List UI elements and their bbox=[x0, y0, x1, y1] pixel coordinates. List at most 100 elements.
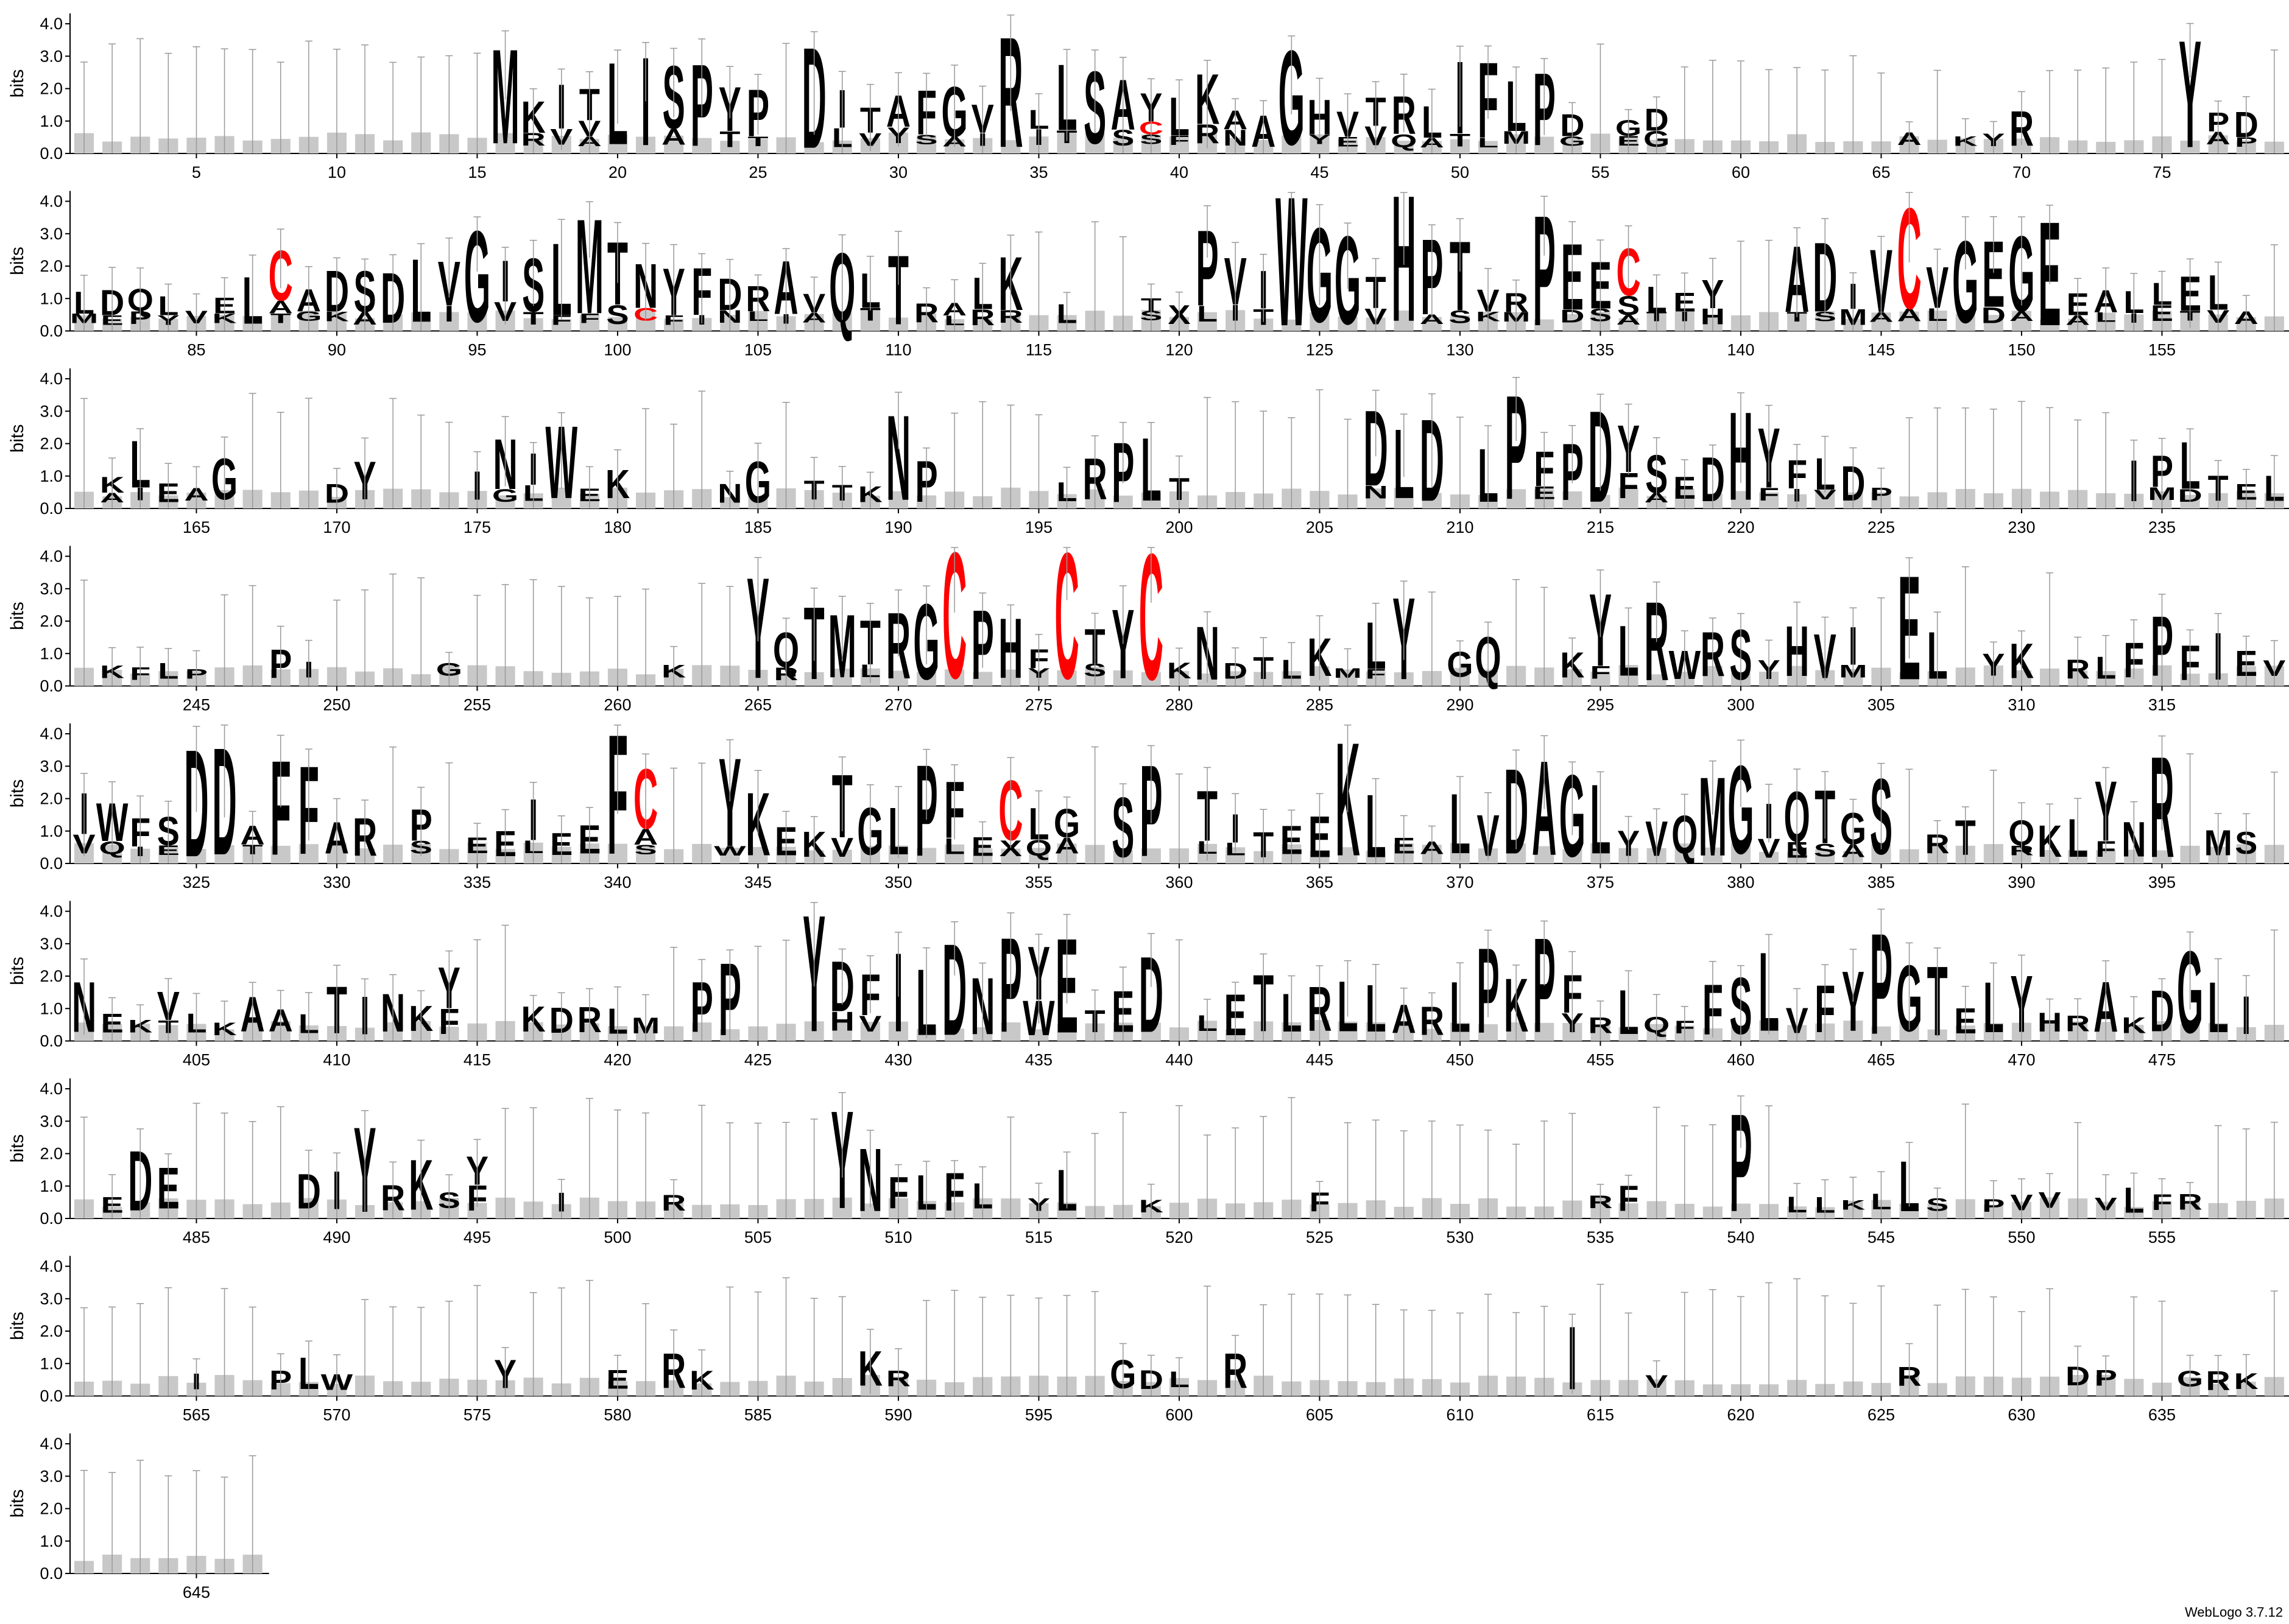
x-tick-label: 445 bbox=[1306, 1051, 1333, 1069]
residue-background bbox=[1310, 134, 1330, 153]
y-tick-label: 4.0 bbox=[40, 15, 63, 33]
x-tick-label: 100 bbox=[604, 341, 631, 359]
x-tick-label: 435 bbox=[1025, 1051, 1053, 1069]
residue-background bbox=[692, 318, 712, 331]
x-tick-label: 645 bbox=[183, 1583, 210, 1601]
y-tick-label: 2.0 bbox=[40, 1145, 63, 1163]
x-tick-label: 25 bbox=[749, 163, 767, 181]
residue-background bbox=[1254, 318, 1274, 331]
x-tick-label: 200 bbox=[1165, 518, 1193, 536]
residue-background bbox=[1478, 1024, 1498, 1041]
x-tick-label: 180 bbox=[604, 518, 631, 536]
residue-background bbox=[1001, 140, 1021, 153]
residue-letter: S bbox=[1448, 308, 1471, 328]
y-tick-label: 2.0 bbox=[40, 435, 63, 453]
residue-background bbox=[1338, 316, 1358, 331]
x-tick-label: 155 bbox=[2148, 341, 2176, 359]
x-tick-label: 310 bbox=[2008, 696, 2035, 714]
x-tick-label: 410 bbox=[323, 1051, 350, 1069]
residue-background bbox=[1618, 1027, 1638, 1041]
residue-background bbox=[1646, 674, 1666, 686]
logo-row-4: 0.0 1.0 2.0 3.0 4.0 bits 245 250 255 260 265 270 275… bbox=[7, 515, 2289, 718]
residue-letter: N bbox=[1364, 483, 1388, 503]
residue-background bbox=[270, 845, 291, 863]
x-tick-label: 20 bbox=[608, 163, 627, 181]
y-tick-label: 1.0 bbox=[40, 1177, 63, 1195]
x-tick-label: 335 bbox=[464, 873, 491, 891]
x-tick-label: 425 bbox=[744, 1051, 772, 1069]
residue-letter: L bbox=[1197, 301, 1218, 326]
y-axis-label: bits bbox=[7, 779, 27, 808]
x-tick-label: 130 bbox=[1446, 341, 1473, 359]
residue-background bbox=[1590, 671, 1610, 686]
x-tick-label: 235 bbox=[2148, 518, 2176, 536]
residue-background bbox=[720, 141, 740, 153]
residue-background bbox=[1618, 318, 1638, 331]
residue-background bbox=[1422, 493, 1442, 508]
x-tick-label: 540 bbox=[1727, 1228, 1754, 1246]
residue-background bbox=[804, 1021, 824, 1041]
x-tick-label: 15 bbox=[468, 163, 486, 181]
x-tick-label: 605 bbox=[1306, 1406, 1333, 1424]
x-tick-label: 145 bbox=[1868, 341, 1895, 359]
x-tick-label: 555 bbox=[2148, 1228, 2176, 1246]
residue-letter: Q bbox=[1391, 132, 1417, 152]
residue-background bbox=[636, 136, 656, 153]
x-tick-label: 190 bbox=[884, 518, 912, 536]
residue-letter: C bbox=[1054, 516, 1079, 717]
residue-background bbox=[1562, 314, 1582, 331]
residue-background bbox=[2152, 850, 2172, 863]
x-tick-label: 590 bbox=[884, 1406, 912, 1424]
x-tick-label: 50 bbox=[1451, 163, 1469, 181]
residue-background bbox=[186, 849, 206, 863]
x-tick-label: 465 bbox=[1868, 1051, 1895, 1069]
x-tick-label: 575 bbox=[464, 1406, 491, 1424]
x-tick-label: 475 bbox=[2148, 1051, 2176, 1069]
logo-row-7: 0.0 1.0 2.0 3.0 4.0 bits 485 490 495 500 505 510 515… bbox=[7, 1078, 2289, 1246]
residue-background bbox=[720, 848, 740, 863]
residue-letter: A bbox=[269, 298, 293, 318]
y-tick-label: 4.0 bbox=[40, 1080, 63, 1098]
y-tick-label: 4.0 bbox=[40, 370, 63, 388]
residue-background bbox=[1590, 494, 1610, 508]
x-tick-label: 370 bbox=[1446, 873, 1473, 891]
residue-background bbox=[1422, 317, 1442, 331]
x-tick-label: 415 bbox=[464, 1051, 491, 1069]
x-tick-label: 300 bbox=[1727, 696, 1754, 714]
x-tick-label: 520 bbox=[1165, 1228, 1193, 1246]
y-tick-label: 3.0 bbox=[40, 1467, 63, 1485]
residue-background bbox=[495, 133, 515, 153]
x-tick-label: 115 bbox=[1026, 341, 1052, 359]
x-tick-label: 215 bbox=[1587, 518, 1614, 536]
x-tick-label: 580 bbox=[604, 1406, 631, 1424]
x-tick-label: 375 bbox=[1587, 873, 1614, 891]
y-tick-label: 3.0 bbox=[40, 402, 63, 420]
x-tick-label: 360 bbox=[1165, 873, 1193, 891]
residue-letter: F bbox=[579, 311, 600, 326]
residue-letter: L bbox=[1478, 135, 1498, 150]
y-tick-label: 2.0 bbox=[40, 1322, 63, 1340]
x-tick-label: 85 bbox=[187, 341, 205, 359]
x-tick-label: 530 bbox=[1446, 1228, 1473, 1246]
residue-background bbox=[1394, 310, 1414, 331]
residue-background bbox=[917, 672, 937, 686]
y-tick-label: 0.0 bbox=[40, 322, 63, 340]
residue-background bbox=[2180, 1024, 2200, 1041]
residue-letter: I bbox=[641, 32, 650, 173]
residue-background bbox=[1815, 849, 1835, 863]
residue-background bbox=[1197, 312, 1218, 331]
y-tick-label: 1.0 bbox=[40, 644, 63, 663]
x-tick-label: 150 bbox=[2008, 341, 2035, 359]
x-tick-label: 120 bbox=[1165, 341, 1193, 359]
x-tick-label: 255 bbox=[464, 696, 491, 714]
residue-background bbox=[2180, 140, 2200, 153]
x-tick-label: 280 bbox=[1165, 696, 1193, 714]
x-tick-label: 75 bbox=[2153, 163, 2171, 181]
residue-background bbox=[607, 135, 627, 153]
residue-background bbox=[1310, 312, 1330, 331]
x-tick-label: 110 bbox=[885, 341, 911, 359]
residue-background bbox=[1534, 846, 1554, 863]
y-axis-label: bits bbox=[7, 1312, 27, 1340]
y-tick-label: 4.0 bbox=[40, 902, 63, 921]
